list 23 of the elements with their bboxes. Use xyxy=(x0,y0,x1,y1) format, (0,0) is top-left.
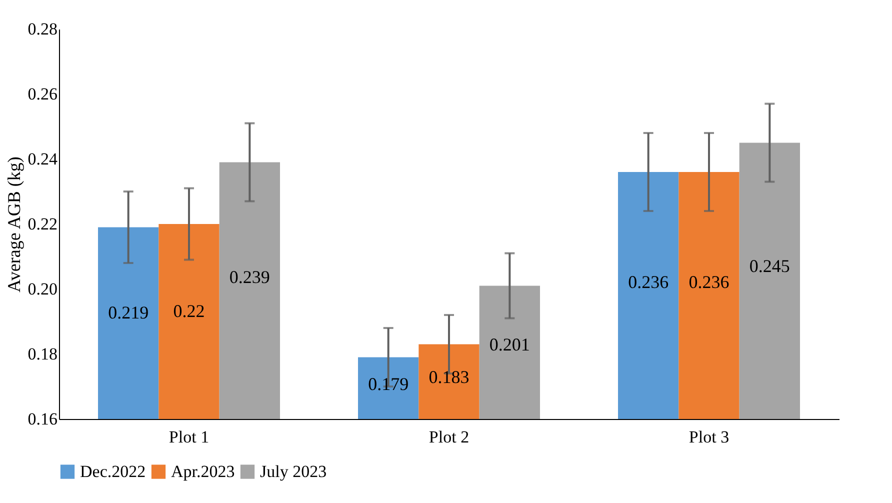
y-tick-label: 0.18 xyxy=(28,344,58,364)
x-tick-label: Plot 3 xyxy=(688,428,730,446)
data-label: 0.245 xyxy=(749,256,790,276)
y-tick-label: 0.20 xyxy=(28,280,58,298)
data-label: 0.179 xyxy=(368,374,409,394)
x-tick-label: Plot 2 xyxy=(428,428,470,446)
data-label: 0.239 xyxy=(229,266,270,287)
data-label: 0.236 xyxy=(628,272,669,292)
y-tick-label: 0.28 xyxy=(28,20,58,38)
x-tick-label: Plot 1 xyxy=(168,428,210,446)
data-label: 0.219 xyxy=(108,302,149,323)
data-label: 0.183 xyxy=(428,366,470,387)
legend-label: Dec.2022 xyxy=(80,462,146,481)
data-label: 0.22 xyxy=(173,300,205,321)
legend-label: July 2023 xyxy=(260,462,327,481)
y-tick-label: 0.26 xyxy=(28,84,58,104)
y-tick-label: 0.22 xyxy=(28,214,58,234)
data-label: 0.201 xyxy=(489,334,530,355)
y-tick-label: 0.24 xyxy=(28,150,58,168)
data-label: 0.236 xyxy=(688,272,730,292)
y-axis-title: Average AGB (kg) xyxy=(4,156,24,292)
y-tick-label: 0.16 xyxy=(28,410,58,428)
legend-label: Apr.2023 xyxy=(171,462,235,481)
